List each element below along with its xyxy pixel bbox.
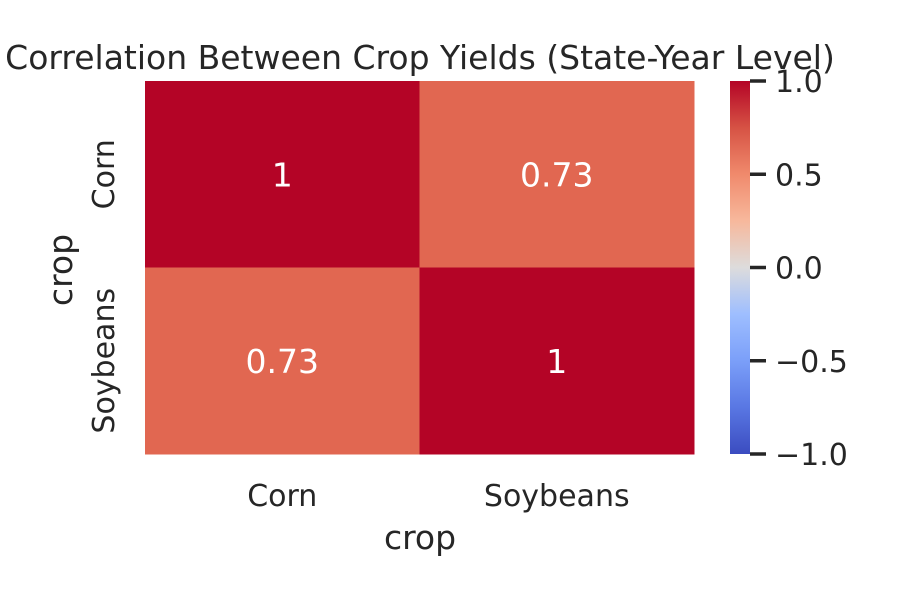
colorbar: 1.0 0.5 0.0 −0.5 −1.0 [730, 65, 848, 473]
y-axis-label: crop [41, 234, 80, 306]
cell-value-label: 0.73 [520, 155, 593, 194]
heatmap-cell [145, 81, 420, 268]
y-tick-labels: Corn Soybeans [87, 139, 122, 433]
cell-value-label: 1 [546, 342, 567, 381]
colorbar-gradient [730, 81, 750, 454]
colorbar-tick-label: 1.0 [775, 65, 823, 100]
colorbar-tick-label: 0.5 [775, 158, 823, 193]
y-tick-label: Corn [87, 139, 122, 209]
chart-title: Correlation Between Crop Yields (State-Y… [5, 38, 835, 77]
cell-value-label: 0.73 [246, 342, 319, 381]
heatmap-cell [419, 81, 695, 268]
heatmap-cell [145, 267, 420, 455]
x-axis-label: crop [384, 518, 456, 557]
colorbar-tick-label: 0.0 [775, 252, 823, 287]
colorbar-tick-label: −0.5 [775, 345, 848, 380]
x-tick-labels: Corn Soybeans [247, 479, 629, 514]
x-tick-label: Corn [247, 479, 317, 514]
heatmap-cell [419, 267, 695, 455]
colorbar-tick-label: −1.0 [775, 438, 848, 473]
cell-value-label: 1 [272, 155, 293, 194]
heatmap-cells: 1 0.73 0.73 1 [145, 81, 695, 455]
y-tick-label: Soybeans [87, 288, 122, 434]
x-tick-label: Soybeans [484, 479, 630, 514]
